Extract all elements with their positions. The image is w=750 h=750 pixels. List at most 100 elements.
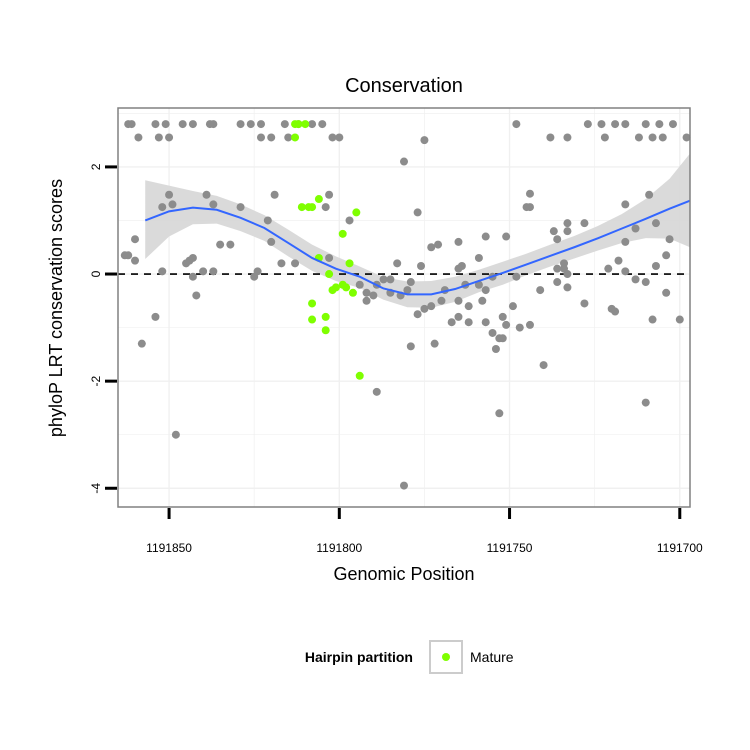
background-point — [335, 133, 344, 142]
background-point — [151, 120, 160, 129]
background-point — [308, 120, 317, 129]
background-point — [267, 133, 276, 142]
background-point — [580, 219, 589, 228]
background-point — [631, 275, 640, 284]
background-point — [420, 304, 429, 313]
background-point — [614, 256, 623, 265]
mature-point — [301, 120, 310, 129]
mature-point — [308, 315, 317, 324]
background-point — [515, 323, 524, 332]
legend: Hairpin partition Mature — [305, 640, 514, 674]
legend-title: Hairpin partition — [305, 649, 413, 665]
background-point — [202, 190, 211, 199]
background-point — [478, 296, 487, 305]
background-point — [403, 286, 412, 295]
background-point — [563, 133, 572, 142]
mature-point — [314, 195, 323, 204]
background-point — [611, 307, 620, 316]
background-point — [600, 133, 609, 142]
background-point — [474, 253, 483, 262]
background-point — [454, 296, 463, 305]
background-point — [178, 120, 187, 129]
background-point — [488, 328, 497, 337]
background-point — [270, 190, 279, 199]
confidence-ribbon — [145, 153, 690, 308]
background-point — [158, 203, 167, 212]
background-point — [563, 227, 572, 236]
background-point — [379, 275, 388, 284]
x-tick-label: 1191800 — [316, 541, 362, 555]
background-point — [464, 318, 473, 327]
mature-point — [328, 286, 337, 295]
background-point — [668, 120, 677, 129]
background-point — [192, 291, 201, 300]
background-point — [481, 318, 490, 327]
background-point — [665, 235, 674, 244]
background-point — [662, 251, 671, 260]
background-point — [209, 120, 218, 129]
mature-point — [321, 312, 330, 321]
background-point — [257, 133, 265, 142]
background-point — [648, 315, 657, 324]
background-point — [549, 227, 558, 236]
background-point — [580, 299, 589, 308]
y-tick-label: -4 — [89, 483, 103, 494]
x-axis-label: Genomic Position — [333, 564, 474, 584]
background-point — [553, 278, 562, 287]
background-point — [655, 120, 664, 129]
background-point — [512, 120, 521, 129]
background-point — [498, 312, 507, 321]
background-point — [454, 264, 463, 273]
background-point — [168, 200, 177, 209]
background-point — [267, 237, 276, 246]
background-point — [682, 133, 691, 142]
background-point — [318, 120, 327, 129]
background-point — [400, 481, 408, 490]
background-point — [134, 133, 143, 142]
confidence-band — [145, 153, 690, 308]
background-point — [502, 320, 511, 329]
background-point — [631, 224, 640, 233]
background-point — [539, 361, 548, 370]
background-point — [651, 261, 660, 270]
background-point — [362, 296, 371, 305]
smooth-curve — [144, 199, 691, 296]
x-tick-label: 1191750 — [487, 541, 533, 555]
background-point — [417, 261, 426, 270]
background-point — [199, 267, 208, 276]
background-point — [406, 278, 415, 287]
background-point — [355, 280, 364, 289]
background-point — [454, 237, 463, 246]
background-point — [437, 296, 446, 305]
legend-label-mature: Mature — [470, 649, 514, 665]
background-point — [137, 339, 146, 348]
background-point — [236, 203, 245, 212]
background-point — [413, 208, 422, 217]
x-tick-label: 1191850 — [146, 541, 192, 555]
background-point — [525, 203, 534, 212]
background-point — [495, 409, 504, 418]
background-point — [427, 243, 436, 252]
background-point — [393, 259, 402, 268]
background-point — [427, 302, 436, 311]
background-point — [188, 120, 197, 129]
background-point — [209, 267, 218, 276]
background-point — [420, 136, 429, 145]
background-point — [634, 133, 643, 142]
x-tick-label: 1191700 — [657, 541, 703, 555]
background-point — [648, 133, 657, 142]
background-point — [226, 240, 235, 249]
mature-point — [325, 270, 334, 279]
background-point — [536, 286, 545, 295]
background-point — [413, 310, 422, 319]
background-point — [127, 120, 136, 129]
background-point — [216, 240, 225, 249]
background-point — [645, 190, 654, 199]
grid — [118, 108, 690, 507]
mature-point — [342, 283, 351, 292]
y-axis-label: phyloP LRT conservation scores — [46, 179, 66, 437]
y-tick-label: -2 — [89, 375, 103, 386]
background-point — [502, 232, 511, 241]
background-point — [362, 288, 371, 297]
